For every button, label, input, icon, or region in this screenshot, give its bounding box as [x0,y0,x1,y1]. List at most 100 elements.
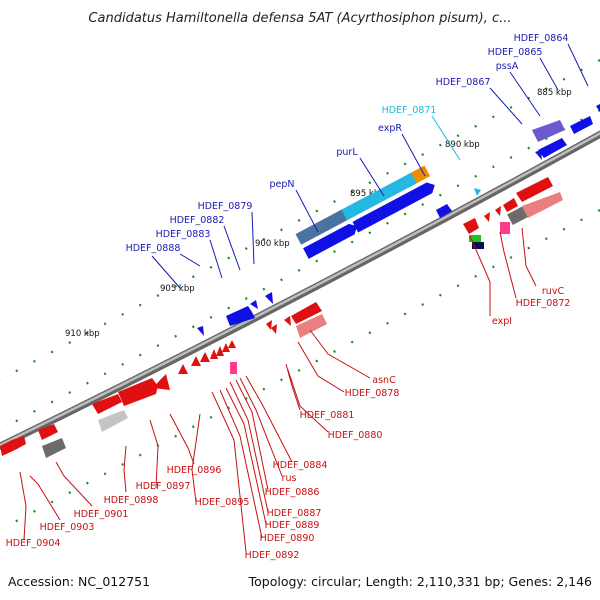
label-HDEF_0881[interactable]: HDEF_0881 [300,410,355,421]
connector-rus [239,377,283,477]
gene-HDEF_0898[interactable] [92,394,122,414]
label-HDEF_0903[interactable]: HDEF_0903 [40,522,95,533]
gene-HDEF_0887[interactable] [210,349,218,359]
connector-expR [401,133,426,177]
gene-HDEF_0871[interactable] [411,165,431,184]
label-HDEF_0880[interactable]: HDEF_0880 [328,430,383,441]
gene-rus[interactable] [222,343,230,352]
gene-forward-inner-2[interactable] [352,180,437,233]
label-HDEF_0901[interactable]: HDEF_0901 [74,509,129,520]
topology-text: Topology: circular; Length: 2,110,331 bp… [248,574,592,589]
gene-HDEF_0882[interactable] [226,306,255,326]
scale-label-900: 900 kbp [255,239,290,249]
gene-reverse-tri-1[interactable] [484,212,490,222]
gene-reverse-pair[interactable] [503,198,518,212]
label-HDEF_0886[interactable]: HDEF_0886 [265,487,320,498]
gene-pssA[interactable] [532,120,565,142]
label-HDEF_0872[interactable]: HDEF_0872 [516,298,571,309]
label-expR[interactable]: expR [378,123,402,134]
forward-gene-track [295,165,437,259]
label-HDEF_0895[interactable]: HDEF_0895 [195,497,250,508]
label-ruvC[interactable]: ruvC [542,286,565,297]
label-HDEF_0865[interactable]: HDEF_0865 [488,47,543,58]
gene-HDEF_0897[interactable] [118,378,158,406]
connector-HDEF_0888 [179,253,201,267]
gene-HDEF_0867[interactable] [538,138,567,158]
label-purL[interactable]: purL [336,147,358,158]
gene-HDEF_0883[interactable] [250,300,258,309]
gene-HDEF_0871-triangle[interactable] [474,188,481,196]
gene-expI[interactable] [463,218,479,234]
gene-HDEF_0864-mark[interactable] [596,104,600,112]
connector-HDEF_0895 [191,413,201,503]
label-HDEF_0867[interactable]: HDEF_0867 [436,77,491,88]
label-pepN[interactable]: pepN [269,179,294,190]
gene-HDEF_0881[interactable] [271,324,277,334]
gene-HDEF_0904-b[interactable] [12,436,26,450]
gene-green[interactable] [469,235,481,242]
gene-HDEF_0878-2[interactable] [296,314,327,338]
gene-HDEF_0892[interactable] [230,362,237,374]
gene-HDEF_0872[interactable] [522,192,563,218]
gene-HDEF_0872-dark[interactable] [507,206,528,226]
label-HDEF_0883[interactable]: HDEF_0883 [156,229,211,240]
gene-HDEF_0888[interactable] [197,326,204,336]
label-HDEF_0871[interactable]: HDEF_0871 [382,105,437,116]
label-pssA[interactable]: pssA [496,61,519,72]
label-HDEF_0889[interactable]: HDEF_0889 [265,520,320,531]
gene-HDEF_0901[interactable] [38,424,58,440]
reverse-labels: ruvC HDEF_0872 expI asnC HDEF_0878 HDEF_… [6,286,571,561]
reverse-connectors [19,227,537,553]
gene-asnC[interactable] [284,316,291,326]
connector-HDEF_0888-b [151,255,181,289]
label-HDEF_0882[interactable]: HDEF_0882 [170,215,225,226]
label-HDEF_0884[interactable]: HDEF_0884 [273,460,328,471]
label-rus[interactable]: rus [282,473,297,484]
gene-pepN[interactable] [295,208,351,245]
connector-HDEF_0903 [29,475,61,521]
gene-purL[interactable] [341,171,420,221]
gene-HDEF_0903[interactable] [42,438,66,458]
gene-HDEF_0884[interactable] [228,340,236,348]
gene-reverse-tri-2[interactable] [495,206,501,216]
gene-forward-inner-1[interactable] [303,221,360,259]
label-expI[interactable]: expI [492,316,512,327]
connector-pssA [509,71,541,117]
gene-HDEF_0880[interactable] [266,320,272,330]
connector-HDEF_0892 [211,391,247,553]
reverse-small-genes [178,340,236,374]
connector-HDEF_0897 [149,419,159,489]
label-asnC[interactable]: asnC [372,375,396,386]
gene-HDEF_0889[interactable] [200,352,210,362]
label-HDEF_0890[interactable]: HDEF_0890 [260,533,315,544]
label-HDEF_0898[interactable]: HDEF_0898 [104,495,159,506]
gene-HDEF_0879[interactable] [265,292,273,304]
label-HDEF_0892[interactable]: HDEF_0892 [245,550,300,561]
gene-expR[interactable] [436,204,452,218]
label-HDEF_0887[interactable]: HDEF_0887 [267,508,322,519]
label-HDEF_0896[interactable]: HDEF_0896 [167,465,222,476]
label-HDEF_0864[interactable]: HDEF_0864 [514,33,569,44]
label-HDEF_0897[interactable]: HDEF_0897 [136,481,191,492]
gene-magenta-a[interactable] [500,222,510,234]
gene-navy[interactable] [472,242,484,249]
connector-ruvC [521,227,537,287]
gene-HDEF_0886[interactable] [216,346,224,356]
scale-label-890: 890 kbp [445,140,480,150]
label-HDEF_0879[interactable]: HDEF_0879 [198,201,253,212]
forward-inner-guide [0,109,600,431]
connector-HDEF_0880 [287,369,329,433]
label-HDEF_0904[interactable]: HDEF_0904 [6,538,61,549]
gene-HDEF_0895[interactable] [178,364,188,374]
gene-HDEF_0890[interactable] [191,356,201,366]
gene-ruvC[interactable] [516,177,553,202]
gene-HDEF_0904[interactable] [0,440,15,456]
gene-HDEF_0878[interactable] [291,302,322,324]
gene-HDEF_0865[interactable] [570,116,593,134]
scale-label-885: 885 kbp [537,88,572,98]
label-HDEF_0888[interactable]: HDEF_0888 [126,243,181,254]
gene-HDEF_0867-tip[interactable] [535,150,542,160]
gene-HDEF_0898-shade[interactable] [98,410,128,432]
label-HDEF_0878[interactable]: HDEF_0878 [345,388,400,399]
